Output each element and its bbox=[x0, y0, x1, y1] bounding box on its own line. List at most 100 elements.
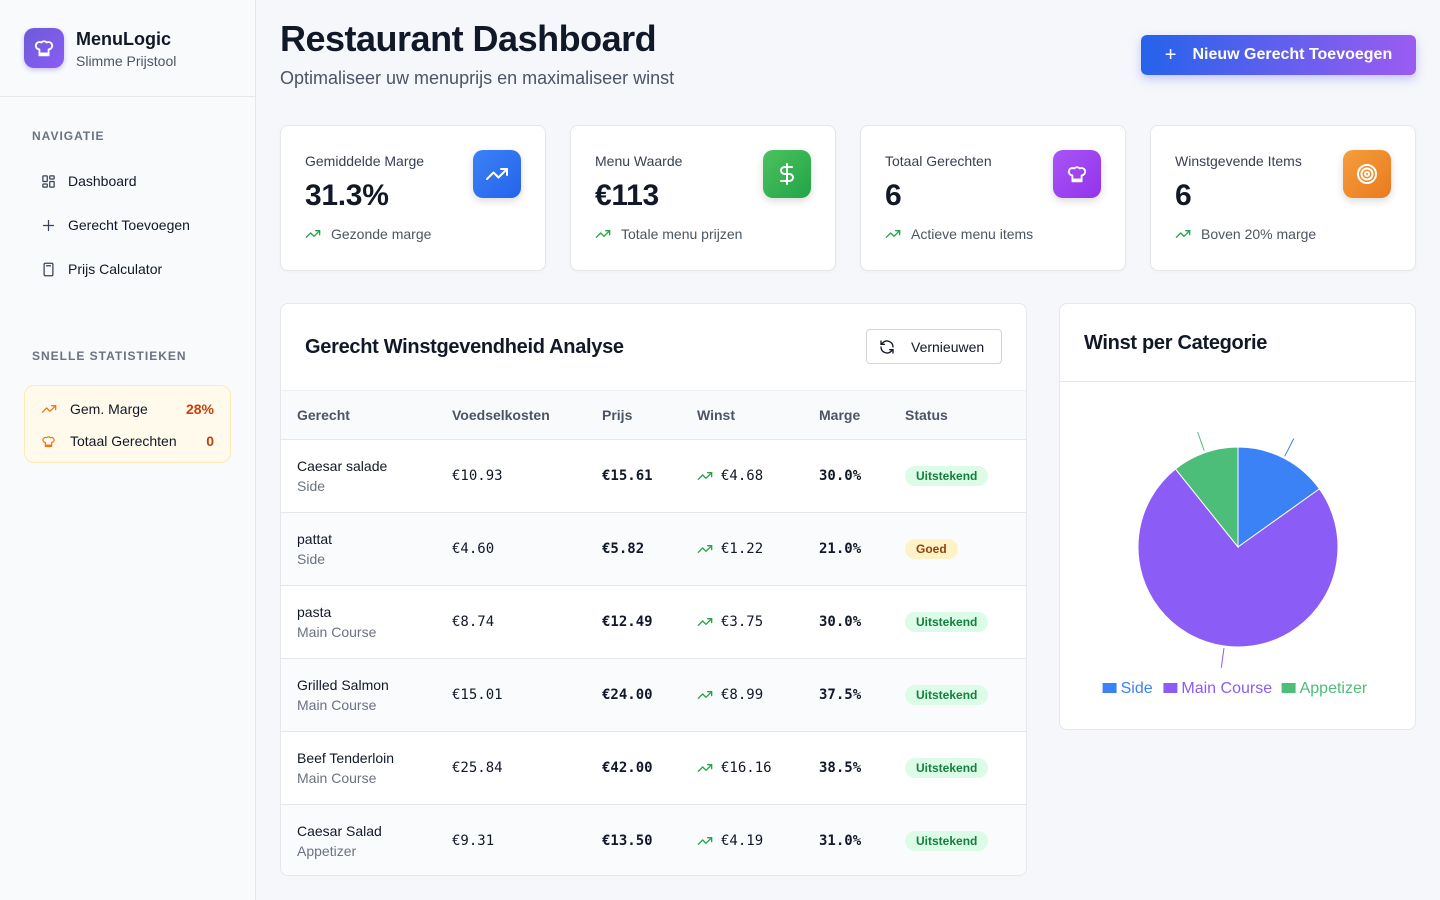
profitability-table-card: Gerecht Winstgevendheid Analyse Vernieuw… bbox=[280, 303, 1027, 876]
table-header-row: Gerecht Voedselkosten Prijs Winst Marge … bbox=[281, 390, 1026, 440]
chart-title: Winst per Categorie bbox=[1084, 332, 1268, 354]
table-row[interactable]: pattat Side €4.60 €5.82 €1.22 21.0% Goed bbox=[281, 512, 1026, 586]
dish-category: Side bbox=[297, 478, 326, 494]
profit-value: €1.22 bbox=[721, 541, 764, 557]
table-title: Gerecht Winstgevendheid Analyse bbox=[305, 336, 624, 358]
add-dish-button[interactable]: + Nieuw Gerecht Toevoegen bbox=[1141, 35, 1416, 75]
profit-value: €4.19 bbox=[721, 833, 764, 850]
column-header[interactable]: Winst bbox=[697, 407, 735, 423]
trending-up-icon bbox=[697, 614, 713, 630]
quick-stat-margin: Gem. Marge 28% bbox=[41, 398, 214, 420]
legend-label: Appetizer bbox=[1300, 680, 1368, 697]
food-cost-cell: €4.60 bbox=[452, 541, 495, 557]
page-subtitle: Optimaliseer uw menuprijs en maximalisee… bbox=[280, 68, 675, 88]
table-row[interactable]: pasta Main Course €8.74 €12.49 €3.75 30.0% Uit… bbox=[281, 585, 1026, 659]
quick-stat-value: 0 bbox=[206, 433, 214, 449]
pie-slice-main-course[interactable] bbox=[1137, 468, 1339, 648]
table-row[interactable]: Caesar Salad Appetizer €9.31 €13.50 €4.19 31.… bbox=[281, 804, 1026, 876]
profitability-table: Gerecht Voedselkosten Prijs Winst Marge … bbox=[281, 390, 1026, 876]
stat-card-average-margin: Gemiddelde Marge 31.3% Gezonde marge bbox=[280, 125, 546, 271]
food-cost-cell: €9.31 bbox=[452, 833, 495, 850]
dish-name: pasta bbox=[297, 604, 332, 620]
dish-cell: Caesar Salad Appetizer bbox=[281, 805, 436, 876]
legend-item[interactable]: Appetizer bbox=[1281, 680, 1368, 697]
status-badge: Uitstekend bbox=[905, 466, 989, 486]
profit-value: €8.99 bbox=[721, 687, 764, 703]
trending-up-icon bbox=[697, 687, 713, 703]
profit-value: €3.75 bbox=[721, 614, 764, 630]
legend-item[interactable]: Side bbox=[1102, 680, 1153, 697]
pie-slice-appetizer[interactable] bbox=[1174, 446, 1239, 549]
plus-icon: + bbox=[1164, 43, 1177, 66]
status-cell: Uitstekend bbox=[889, 659, 1026, 732]
stat-card-value: 6 bbox=[1175, 179, 1192, 212]
trending-up-icon bbox=[595, 226, 611, 242]
refresh-button[interactable]: Vernieuwen bbox=[866, 329, 1002, 364]
pie-leader-line bbox=[1220, 647, 1225, 668]
add-dish-button-label: Nieuw Gerecht Toevoegen bbox=[1192, 46, 1393, 63]
profit-cell: €8.99 bbox=[681, 659, 803, 732]
margin-cell: 37.5% bbox=[819, 687, 862, 703]
sidebar-item-label: Gerecht Toevoegen bbox=[68, 217, 190, 233]
sidebar-item-price-calculator[interactable]: Prijs Calculator bbox=[24, 252, 232, 286]
column-header[interactable]: Prijs bbox=[602, 407, 633, 423]
stat-card-label: Menu Waarde bbox=[595, 153, 683, 169]
column-header[interactable]: Marge bbox=[819, 407, 861, 423]
stat-card-label: Gemiddelde Marge bbox=[305, 153, 425, 169]
sidebar-item-add-dish[interactable]: Gerecht Toevoegen bbox=[24, 208, 232, 242]
sidebar-item-dashboard[interactable]: Dashboard bbox=[24, 164, 232, 198]
status-badge: Uitstekend bbox=[905, 612, 989, 632]
dish-name: Grilled Salmon bbox=[297, 677, 389, 693]
column-header[interactable]: Gerecht bbox=[297, 407, 350, 423]
food-cost-cell: €10.93 bbox=[452, 468, 503, 484]
price-cell: €5.82 bbox=[602, 541, 645, 557]
legend-label: Main Course bbox=[1181, 680, 1272, 697]
trending-up-icon bbox=[41, 401, 57, 417]
status-badge: Goed bbox=[905, 539, 958, 559]
grid-icon bbox=[40, 173, 56, 189]
trending-up-icon bbox=[305, 226, 321, 242]
column-header[interactable]: Status bbox=[905, 407, 948, 423]
quick-stats-title: SNELLE STATISTIEKEN bbox=[32, 349, 187, 363]
trending-up-icon bbox=[697, 833, 713, 849]
pie-slice-side[interactable] bbox=[1237, 446, 1321, 548]
pie-leader-line bbox=[1197, 431, 1205, 451]
status-cell: Uitstekend bbox=[889, 732, 1026, 805]
dish-category: Main Course bbox=[297, 770, 377, 786]
stat-card-menu-value: Menu Waarde €113 Totale menu prijzen bbox=[570, 125, 836, 271]
quick-stat-dishes: Totaal Gerechten 0 bbox=[41, 430, 214, 452]
dish-name: Caesar Salad bbox=[297, 823, 382, 840]
dish-cell: pattat Side bbox=[281, 513, 436, 586]
stat-card-foot: Actieve menu items bbox=[911, 226, 1034, 242]
dish-name: pattat bbox=[297, 531, 333, 547]
dish-category: Main Course bbox=[297, 697, 377, 713]
stat-card-label: Winstgevende Items bbox=[1175, 153, 1302, 169]
dish-name: Beef Tenderloin bbox=[297, 750, 395, 766]
dish-category: Side bbox=[297, 551, 326, 567]
table-row[interactable]: Caesar salade Side €10.93 €15.61 €4.68 30.0% U… bbox=[281, 439, 1026, 513]
food-cost-cell: €15.01 bbox=[452, 687, 503, 703]
table-row[interactable]: Beef Tenderloin Main Course €25.84 €42.00 €1… bbox=[281, 731, 1026, 805]
table-row[interactable]: Grilled Salmon Main Course €15.01 €24.00 €8.… bbox=[281, 658, 1026, 732]
trending-up-icon bbox=[697, 468, 713, 484]
legend-swatch bbox=[1163, 683, 1178, 693]
profit-chart-card: Winst per Categorie Side Main Course Appet… bbox=[1059, 303, 1416, 730]
profit-cell: €16.16 bbox=[681, 732, 803, 805]
trending-up-icon bbox=[1175, 226, 1191, 242]
column-header[interactable]: Voedselkosten bbox=[452, 407, 550, 423]
quick-stats: Gem. Marge 28% Totaal Gerechten 0 bbox=[24, 385, 231, 463]
profit-cell: €3.75 bbox=[681, 586, 803, 659]
stat-card-value: 31.3% bbox=[305, 179, 389, 212]
status-cell: Uitstekend bbox=[889, 586, 1026, 659]
stat-card-foot: Boven 20% marge bbox=[1201, 226, 1317, 242]
brand-name: MenuLogic bbox=[76, 28, 171, 49]
refresh-icon bbox=[879, 339, 895, 355]
stat-card-foot: Gezonde marge bbox=[331, 226, 432, 242]
quick-stat-value: 28% bbox=[185, 401, 214, 417]
food-cost-cell: €25.84 bbox=[452, 760, 503, 776]
legend-item[interactable]: Main Course bbox=[1163, 680, 1272, 697]
stat-card-value: 6 bbox=[885, 179, 902, 212]
food-cost-cell: €8.74 bbox=[452, 614, 495, 630]
refresh-button-label: Vernieuwen bbox=[911, 338, 985, 355]
sidebar-item-label: Prijs Calculator bbox=[68, 261, 163, 277]
